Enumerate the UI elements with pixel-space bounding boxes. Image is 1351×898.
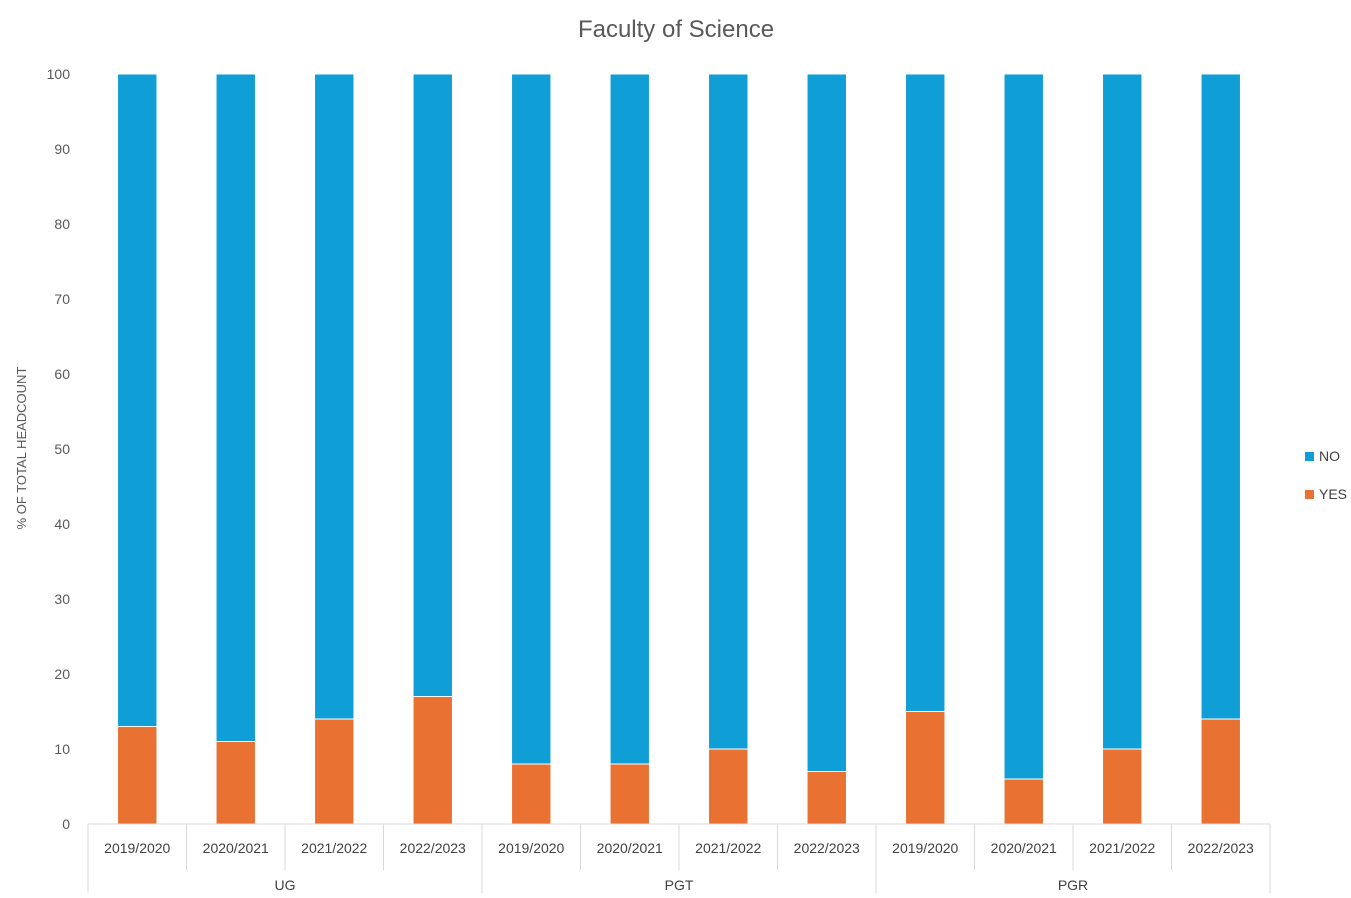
x-tick-label: 2021/2022	[1089, 840, 1155, 856]
x-tick-label: 2021/2022	[301, 840, 367, 856]
bar-yes-7	[806, 771, 847, 825]
y-tick-label: 40	[54, 516, 70, 532]
bar-no-8	[905, 73, 946, 712]
x-tick-label: 2022/2023	[1188, 840, 1254, 856]
bar-no-5	[609, 73, 650, 765]
y-tick-label: 80	[54, 216, 70, 232]
bar-no-3	[412, 73, 453, 697]
y-tick-label: 30	[54, 591, 70, 607]
y-tick-label: 70	[54, 291, 70, 307]
x-group-label: PGT	[665, 877, 694, 893]
legend-label-no: NO	[1319, 448, 1340, 464]
y-tick-label: 60	[54, 366, 70, 382]
bar-no-4	[511, 73, 552, 765]
y-tick-label: 10	[54, 741, 70, 757]
y-tick-label: 50	[54, 441, 70, 457]
bar-yes-11	[1200, 718, 1241, 825]
bar-no-2	[314, 73, 355, 720]
bar-yes-10	[1102, 748, 1143, 825]
y-axis-ticks: 0 10 20 30 40 50 60 70 80 90 100	[47, 66, 71, 832]
bar-yes-9	[1003, 778, 1044, 825]
x-tick-label: 2022/2023	[794, 840, 860, 856]
x-tick-label: 2020/2021	[203, 840, 269, 856]
legend-swatch-yes	[1305, 490, 1314, 499]
legend: NO YES	[1305, 448, 1347, 502]
bars	[117, 73, 1241, 825]
bar-no-10	[1102, 73, 1143, 750]
bar-no-11	[1200, 73, 1241, 720]
bar-yes-3	[412, 696, 453, 825]
bar-no-0	[117, 73, 158, 727]
y-tick-label: 100	[47, 66, 71, 82]
x-tick-label: 2020/2021	[597, 840, 663, 856]
x-tick-label: 2022/2023	[400, 840, 466, 856]
bar-no-9	[1003, 73, 1044, 780]
x-group-label: PGR	[1058, 877, 1088, 893]
bar-no-7	[806, 73, 847, 772]
y-tick-label: 20	[54, 666, 70, 682]
y-tick-label: 0	[62, 816, 70, 832]
bar-yes-2	[314, 718, 355, 825]
legend-label-yes: YES	[1319, 486, 1347, 502]
bar-no-1	[215, 73, 256, 742]
x-group-label: UG	[275, 877, 296, 893]
bar-yes-4	[511, 763, 552, 825]
bar-no-6	[708, 73, 749, 750]
bar-yes-1	[215, 741, 256, 825]
bar-yes-6	[708, 748, 749, 825]
y-axis-label: % OF TOTAL HEADCOUNT	[14, 367, 29, 530]
x-tick-label: 2021/2022	[695, 840, 761, 856]
x-axis: 2019/2020 2020/2021 2021/2022 2022/2023 2019…	[87, 823, 1271, 893]
bar-yes-0	[117, 726, 158, 825]
x-tick-label: 2019/2020	[498, 840, 564, 856]
x-tick-label: 2020/2021	[991, 840, 1057, 856]
bar-yes-5	[609, 763, 650, 825]
x-tick-label: 2019/2020	[892, 840, 958, 856]
y-tick-label: 90	[54, 141, 70, 157]
x-tick-label: 2019/2020	[104, 840, 170, 856]
bar-yes-8	[905, 711, 946, 825]
chart-title: Faculty of Science	[578, 16, 774, 43]
legend-swatch-no	[1305, 452, 1314, 461]
